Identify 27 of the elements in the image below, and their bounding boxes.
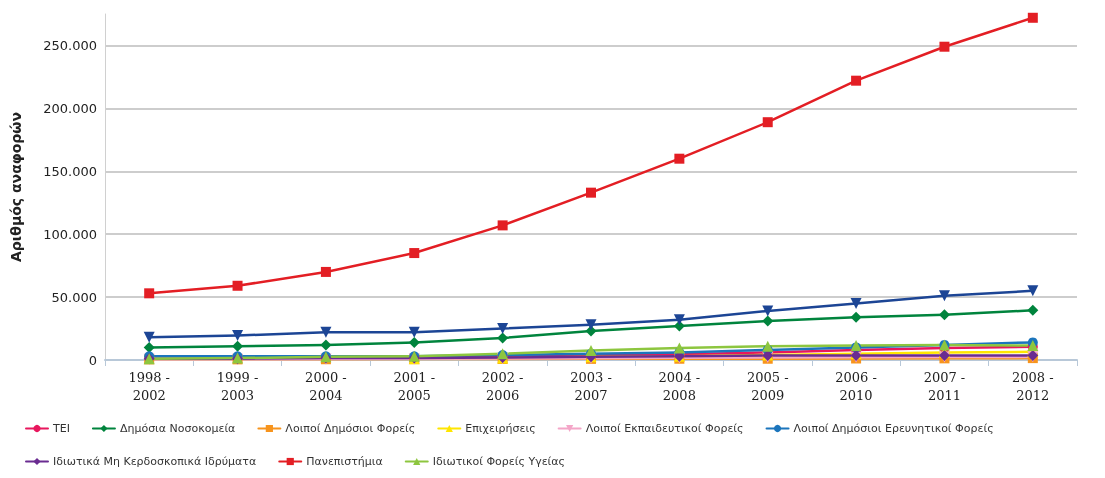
y-tick-label: 250.000 bbox=[43, 37, 97, 53]
x-tick-label: 1998 - 2002 bbox=[128, 369, 170, 403]
legend-label: Ιδιωτικοί Φορείς Υγείας bbox=[432, 455, 566, 468]
x-tick-label: 2002 - 2006 bbox=[481, 369, 524, 403]
y-tick-label: 150.000 bbox=[43, 163, 97, 179]
legend-label: Επιχειρήσεις bbox=[465, 422, 536, 435]
y-tick-label: 50.000 bbox=[51, 289, 97, 305]
y-tick-label: 100.000 bbox=[43, 226, 97, 242]
y-tick-label: 200.000 bbox=[43, 100, 97, 116]
y-axis-title: Αριθμός αναφορών bbox=[8, 111, 24, 263]
x-tick-label: 1999 - 2003 bbox=[216, 369, 259, 403]
x-tick-label: 2005 - 2009 bbox=[746, 369, 789, 403]
legend-label: Λοιποί Δημόσιοι Ερευνητικοί Φορείς bbox=[793, 422, 994, 435]
legend-label: Ιδιωτικά Μη Κερδοσκοπικά Ιδρύματα bbox=[53, 455, 257, 468]
x-tick-label: 2008 - 2012 bbox=[1012, 369, 1054, 403]
x-tick-label: 2003 - 2007 bbox=[570, 369, 612, 403]
x-tick-label: 2007 - 2011 bbox=[923, 369, 966, 403]
legend-label: Λοιποί Εκπαιδευτικοί Φορείς bbox=[585, 422, 744, 435]
legend-label: Δημόσια Νοσοκομεία bbox=[119, 422, 236, 435]
x-tick-label: 2006 - 2010 bbox=[835, 369, 877, 403]
legend-label: Πανεπιστήμια bbox=[306, 455, 383, 468]
x-tick-label: 2001 - 2005 bbox=[393, 369, 436, 403]
y-tick-label: 0 bbox=[88, 352, 97, 368]
legend-label: ΤΕΙ bbox=[52, 422, 70, 435]
x-tick-label: 2004 - 2008 bbox=[658, 369, 701, 403]
legend-label: Λοιποί Δημόσιοι Φορείς bbox=[285, 422, 416, 435]
x-tick-label: 2000 - 2004 bbox=[305, 369, 347, 403]
